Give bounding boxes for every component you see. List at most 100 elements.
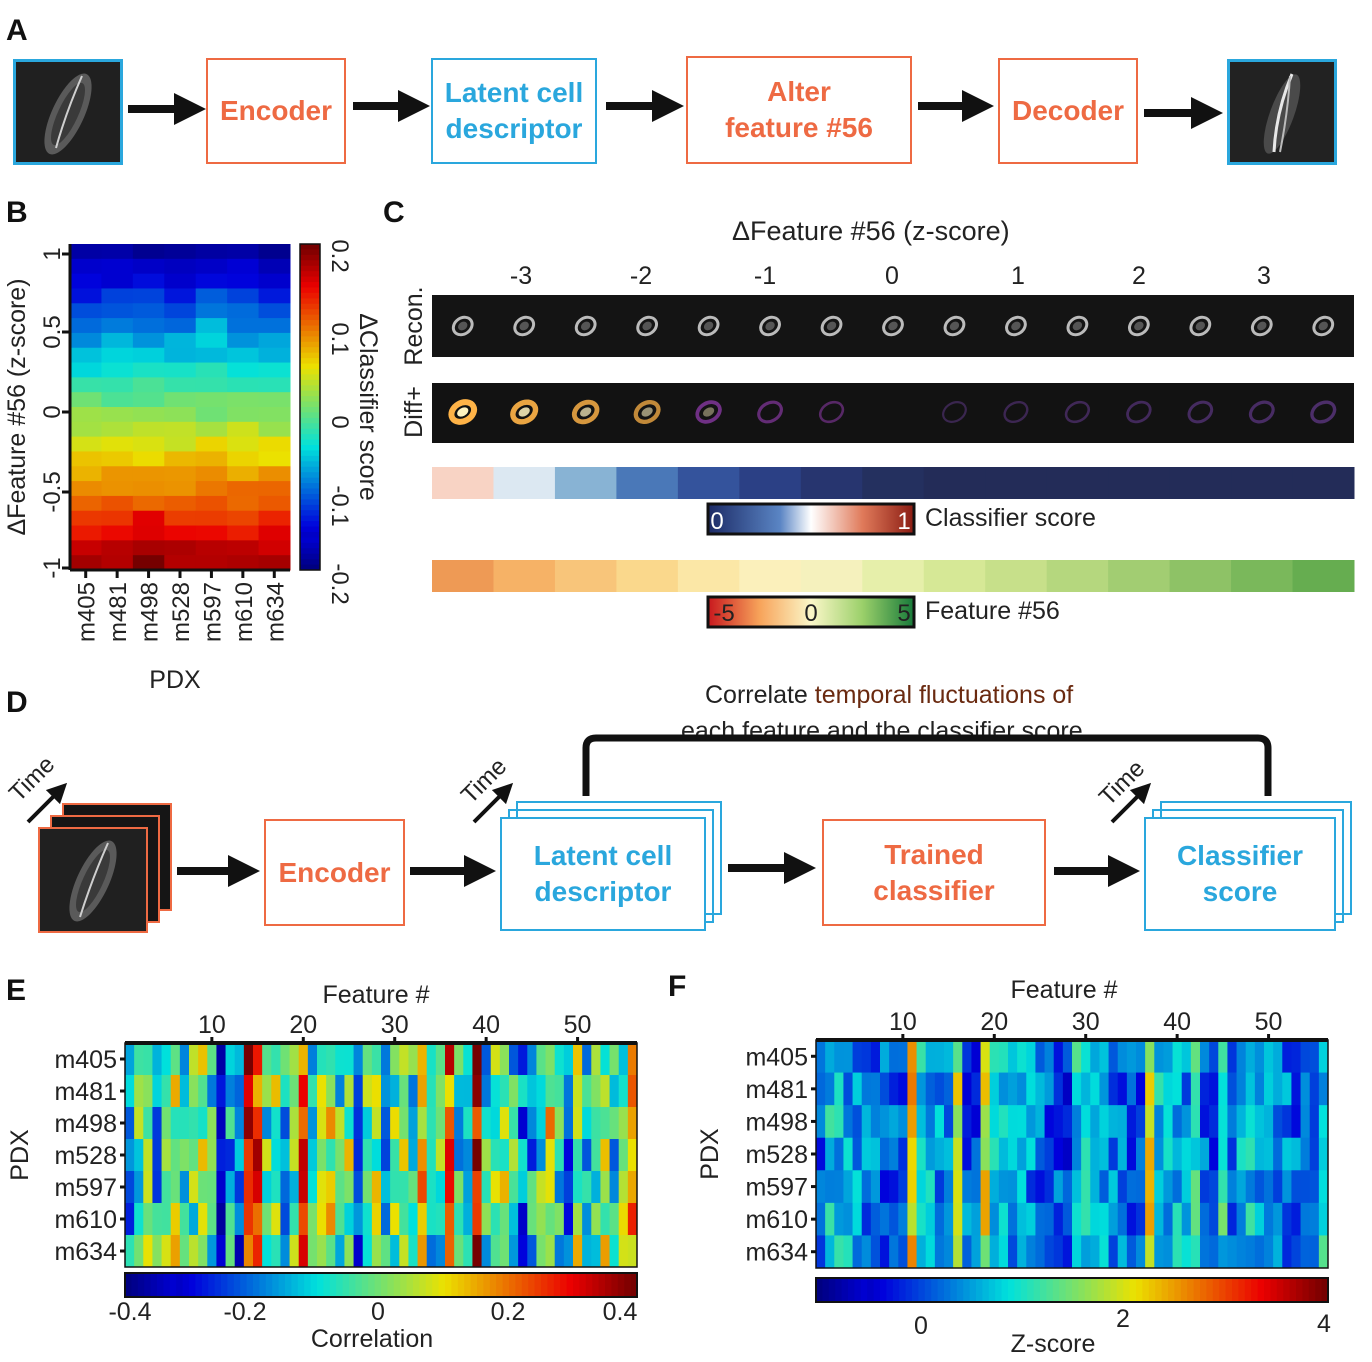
diff-cell-thumbnail — [510, 399, 539, 425]
heatmap-cell — [1044, 1072, 1055, 1106]
colorbar-step — [816, 1278, 823, 1302]
recon-cell-thumbnail — [1005, 315, 1027, 337]
heatmap-cell — [907, 1105, 917, 1139]
heatmap-cell — [527, 1139, 537, 1172]
heatmap-cell — [463, 1203, 473, 1236]
colorbar-tick-label: -0.2 — [223, 1298, 266, 1326]
colorbar-step — [1251, 1278, 1259, 1302]
colorbar-step — [553, 1273, 561, 1297]
heatmap-cell — [1081, 1202, 1091, 1236]
heatmap-cell — [161, 1107, 172, 1140]
heatmap-cell — [1053, 1072, 1064, 1106]
heatmap-cell — [889, 1105, 899, 1139]
heatmap-cell — [344, 1171, 354, 1204]
colorbar-step — [317, 1273, 324, 1297]
heatmap-cell — [1172, 1137, 1183, 1171]
heatmap-cell — [253, 1203, 263, 1236]
heatmap-cell — [1190, 1105, 1201, 1139]
heatmap-cell — [907, 1235, 917, 1269]
encoder-box: Encoder — [206, 58, 346, 164]
heatmap-cell — [132, 555, 165, 571]
heatmap-cell — [1072, 1040, 1082, 1073]
heatmap-cell — [627, 1171, 638, 1204]
colorbar — [816, 1278, 1329, 1302]
colorbar-step — [169, 1273, 177, 1297]
colorbar-frame — [124, 1272, 638, 1298]
colorbar-step — [905, 1278, 913, 1302]
c-x-tick-label: 0 — [885, 262, 899, 290]
heatmap-cell — [536, 1043, 546, 1076]
recon-cell-thumbnail — [451, 315, 474, 337]
heatmap-cell — [164, 273, 197, 289]
heatmap-cell — [563, 1203, 574, 1236]
heatmap-cell — [1136, 1170, 1146, 1204]
heatmap-cell — [998, 1040, 1009, 1073]
heatmap-cell — [934, 1105, 945, 1139]
heatmap-cell — [1163, 1040, 1173, 1073]
panel-f-letter: F — [668, 970, 687, 1003]
heatmap-cell — [980, 1040, 991, 1073]
colorbar-step — [300, 276, 320, 283]
heatmap-cell — [1309, 1137, 1320, 1171]
colorbar-step — [1308, 1278, 1316, 1302]
heatmap-cell — [1291, 1072, 1301, 1106]
heatmap-cell — [1145, 1072, 1155, 1106]
pdx-row-label: m498 — [54, 1110, 117, 1138]
heatmap-cell — [591, 1107, 601, 1140]
classifier-score-label: Classifier score — [925, 504, 1096, 532]
heatmap-cell — [1200, 1137, 1210, 1171]
diff-cell-thumbnail — [942, 401, 967, 423]
heatmap-cell — [70, 436, 102, 452]
heatmap-cell — [934, 1040, 945, 1073]
heatmap-cell — [399, 1043, 409, 1076]
heatmap-cell — [132, 258, 165, 275]
heatmap-cell — [170, 1075, 181, 1108]
heatmap-cell — [898, 1202, 908, 1236]
colorbar-step — [1097, 1278, 1105, 1302]
heatmap-cell — [889, 1040, 899, 1073]
heatmap-cell — [1236, 1137, 1247, 1171]
heatmap-cell — [962, 1137, 972, 1171]
heatmap-cell — [195, 273, 228, 289]
heatmap-cell — [258, 466, 291, 482]
heatmap-cell — [335, 1075, 345, 1108]
caption-temporal: temporal fluctuations of — [814, 681, 1074, 709]
pdx-axis-label: PDX — [696, 1128, 724, 1180]
heatmap-cell — [207, 1043, 217, 1076]
colorbar-step — [125, 1273, 132, 1297]
heatmap-cell — [1126, 1040, 1137, 1073]
heatmap-cell — [435, 1235, 446, 1268]
heatmap-cell — [271, 1203, 281, 1236]
heatmap-cell — [164, 481, 197, 497]
heatmap-cell — [101, 555, 134, 571]
heatmap-cell — [1126, 1202, 1137, 1236]
heatmap-cell — [234, 1235, 245, 1268]
colorbar-step — [848, 1278, 855, 1302]
feature-axis-title: Feature # — [322, 981, 429, 1009]
heatmap-cell — [582, 1235, 592, 1268]
heatmap-cell — [164, 555, 197, 571]
heatmap-cell — [944, 1235, 954, 1269]
heatmap-cell — [101, 377, 134, 393]
colorbar-tick-label: 0.2 — [326, 239, 353, 272]
heatmap-cell — [101, 273, 134, 289]
heatmap-cell — [1017, 1040, 1027, 1073]
encoder-box-d: Encoder — [264, 819, 405, 926]
heatmap-cell — [371, 1171, 382, 1204]
recon-cell-ring — [759, 315, 781, 337]
colorbar-step — [214, 1273, 222, 1297]
feature-56-cell — [616, 560, 679, 592]
latent-label-line1: Latent cell — [444, 77, 584, 108]
heatmap-cell — [998, 1137, 1009, 1171]
heatmap-cell — [195, 510, 228, 527]
colorbar-step — [470, 1273, 478, 1297]
colorbar-tick-label: 0 — [326, 415, 353, 428]
heatmap-cell — [195, 525, 228, 541]
heatmap-cell — [253, 1043, 263, 1076]
heatmap-cell — [582, 1107, 592, 1140]
colorbar-step — [995, 1278, 1003, 1302]
colorbar-step — [1200, 1278, 1207, 1302]
heatmap-cell — [399, 1171, 409, 1204]
heatmap-cell — [563, 1107, 574, 1140]
heatmap-cell — [227, 481, 260, 497]
